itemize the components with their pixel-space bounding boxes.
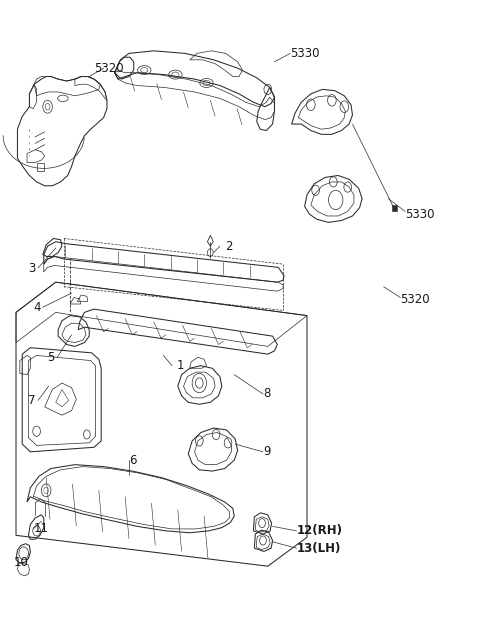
Text: 5: 5 bbox=[48, 351, 55, 364]
Text: 4: 4 bbox=[33, 301, 41, 314]
Text: 5320: 5320 bbox=[400, 293, 430, 306]
Text: 3: 3 bbox=[28, 261, 36, 274]
Text: 5330: 5330 bbox=[405, 207, 434, 220]
Text: 7: 7 bbox=[28, 394, 36, 407]
Text: 13(LH): 13(LH) bbox=[297, 542, 341, 554]
Text: 10: 10 bbox=[14, 556, 29, 569]
Text: 8: 8 bbox=[263, 388, 270, 401]
Text: 12(RH): 12(RH) bbox=[297, 524, 342, 537]
Text: 5330: 5330 bbox=[290, 47, 320, 60]
Text: 11: 11 bbox=[33, 522, 48, 535]
Text: 5320: 5320 bbox=[94, 62, 124, 75]
Text: 6: 6 bbox=[129, 453, 136, 467]
Polygon shape bbox=[392, 205, 397, 211]
Text: 1: 1 bbox=[177, 359, 184, 372]
Text: 2: 2 bbox=[225, 240, 232, 252]
Text: 9: 9 bbox=[263, 445, 270, 459]
